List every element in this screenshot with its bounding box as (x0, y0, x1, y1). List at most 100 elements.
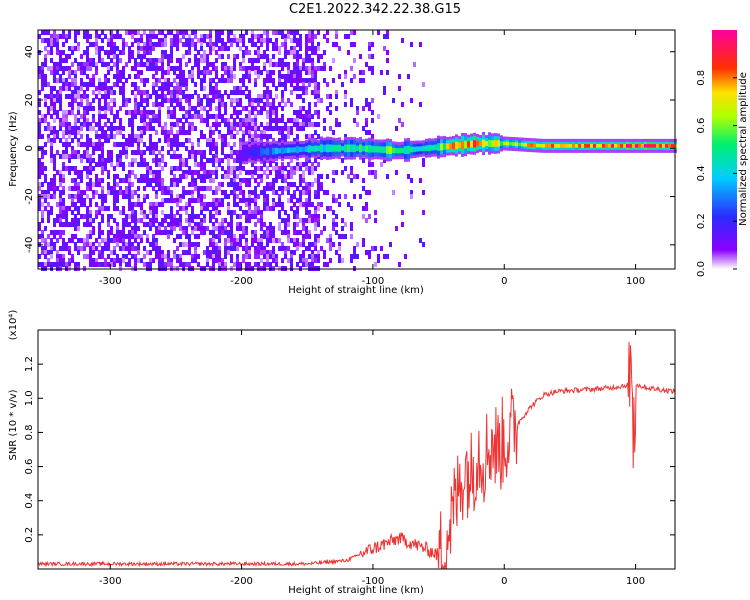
spectrogram-cell (296, 50, 299, 55)
spectrogram-cell (254, 230, 257, 235)
spectrogram-cell (218, 222, 221, 227)
spectrogram-cell (248, 102, 251, 107)
spectrogram-cell (56, 50, 59, 55)
spectrogram-cell (137, 242, 140, 247)
spectrogram-cell (59, 86, 62, 91)
y-tick-label: 0.8 (24, 424, 35, 440)
spectrogram-cell (251, 174, 254, 179)
spectrogram-cell (209, 86, 212, 91)
spectrogram-cell (56, 98, 59, 103)
spectrogram-cell (287, 78, 290, 83)
spectrogram-ridge-core (563, 144, 566, 148)
spectrogram-cell (152, 222, 155, 227)
spectrogram-cell (44, 198, 47, 203)
spectrogram-cell (116, 226, 119, 231)
spectrogram-cell (41, 30, 44, 35)
spectrogram-cell (254, 254, 257, 259)
spectrogram-cell (158, 78, 161, 83)
spectrogram-cell (260, 226, 263, 231)
spectrogram-ridge-core (662, 144, 665, 148)
spectrogram-cell (62, 150, 65, 155)
spectrogram-cell (149, 170, 152, 175)
spectrogram-cell (170, 198, 173, 203)
spectrogram-cell (176, 82, 179, 87)
spectrogram-cell (179, 66, 182, 71)
spectrogram-cell (74, 134, 77, 139)
spectrogram-cell (161, 74, 164, 79)
spectrogram-cell (305, 202, 308, 207)
spectrogram-cell (194, 222, 197, 227)
spectrogram-ridge-core (302, 146, 305, 152)
spectrogram-cell (80, 102, 83, 107)
spectrogram-cell (332, 178, 335, 183)
spectrogram-cell (260, 94, 263, 99)
x-tick-label: -200 (230, 276, 253, 287)
spectrogram-cell (398, 118, 401, 123)
spectrogram-cell (44, 190, 47, 195)
spectrogram-cell (368, 66, 371, 71)
spectrogram-cell (203, 206, 206, 211)
spectrogram-cell (188, 34, 191, 39)
spectrogram-cell (275, 106, 278, 111)
snr-x-label: Height of straight line (km) (288, 585, 424, 596)
spectrogram-cell (125, 218, 128, 223)
spectrogram-cell (38, 234, 41, 239)
spectrogram-cell (200, 78, 203, 83)
spectrogram-cell (227, 142, 230, 147)
spectrogram-cell (206, 226, 209, 231)
spectrogram-frame (37, 29, 676, 270)
spectrogram-cell (299, 202, 302, 207)
spectrogram-cell (98, 78, 101, 83)
spectrogram-ridge-core (497, 140, 500, 147)
spectrogram-cell (350, 254, 353, 259)
spectrogram-cell (86, 170, 89, 175)
spectrogram-cell (158, 118, 161, 123)
spectrogram-cell (176, 38, 179, 43)
spectrogram-cell (254, 262, 257, 267)
spectrogram-cell (146, 42, 149, 47)
spectrogram-cell (77, 142, 80, 147)
spectrogram-cell (269, 262, 272, 267)
spectrogram-ridge-core (416, 146, 419, 152)
spectrogram-cell (269, 74, 272, 79)
spectrogram-cell (227, 162, 230, 167)
spectrogram-cell (47, 214, 50, 219)
spectrogram-cell (62, 30, 65, 35)
spectrogram-cell (74, 126, 77, 131)
spectrogram-cell (131, 230, 134, 235)
spectrogram-cell (104, 238, 107, 243)
spectrogram-cell (38, 206, 41, 211)
spectrogram-cell (89, 186, 92, 191)
spectrogram-cell (98, 262, 101, 267)
spectrogram-cell (284, 78, 287, 83)
spectrogram-cell (371, 110, 374, 115)
spectrogram-cell (281, 170, 284, 175)
spectrogram-cell (155, 194, 158, 199)
spectrogram-cell (293, 226, 296, 231)
spectrogram-cell (89, 202, 92, 207)
spectrogram-cell (311, 214, 314, 219)
spectrogram-cell (266, 70, 269, 75)
spectrogram-cell (308, 122, 311, 127)
spectrogram-cell (269, 170, 272, 175)
spectrogram-cell (305, 122, 308, 127)
spectrogram-cell (62, 134, 65, 139)
spectrogram-cell (50, 210, 53, 215)
spectrogram-cell (245, 86, 248, 91)
spectrogram-cell (110, 154, 113, 159)
spectrogram-cell (170, 114, 173, 119)
spectrogram-cell (293, 34, 296, 39)
spectrogram-cell (281, 230, 284, 235)
spectrogram-cell (143, 210, 146, 215)
spectrogram-cell (254, 222, 257, 227)
spectrogram-cell (143, 30, 146, 35)
spectrogram-cell (263, 106, 266, 111)
spectrogram-cell (218, 54, 221, 59)
spectrogram-cell (80, 174, 83, 179)
spectrogram-cell (239, 146, 242, 151)
spectrogram-cell (143, 254, 146, 259)
spectrogram-cell (134, 74, 137, 79)
spectrogram-cell (311, 50, 314, 55)
spectrogram-cell (62, 178, 65, 183)
spectrogram-cell (248, 210, 251, 215)
